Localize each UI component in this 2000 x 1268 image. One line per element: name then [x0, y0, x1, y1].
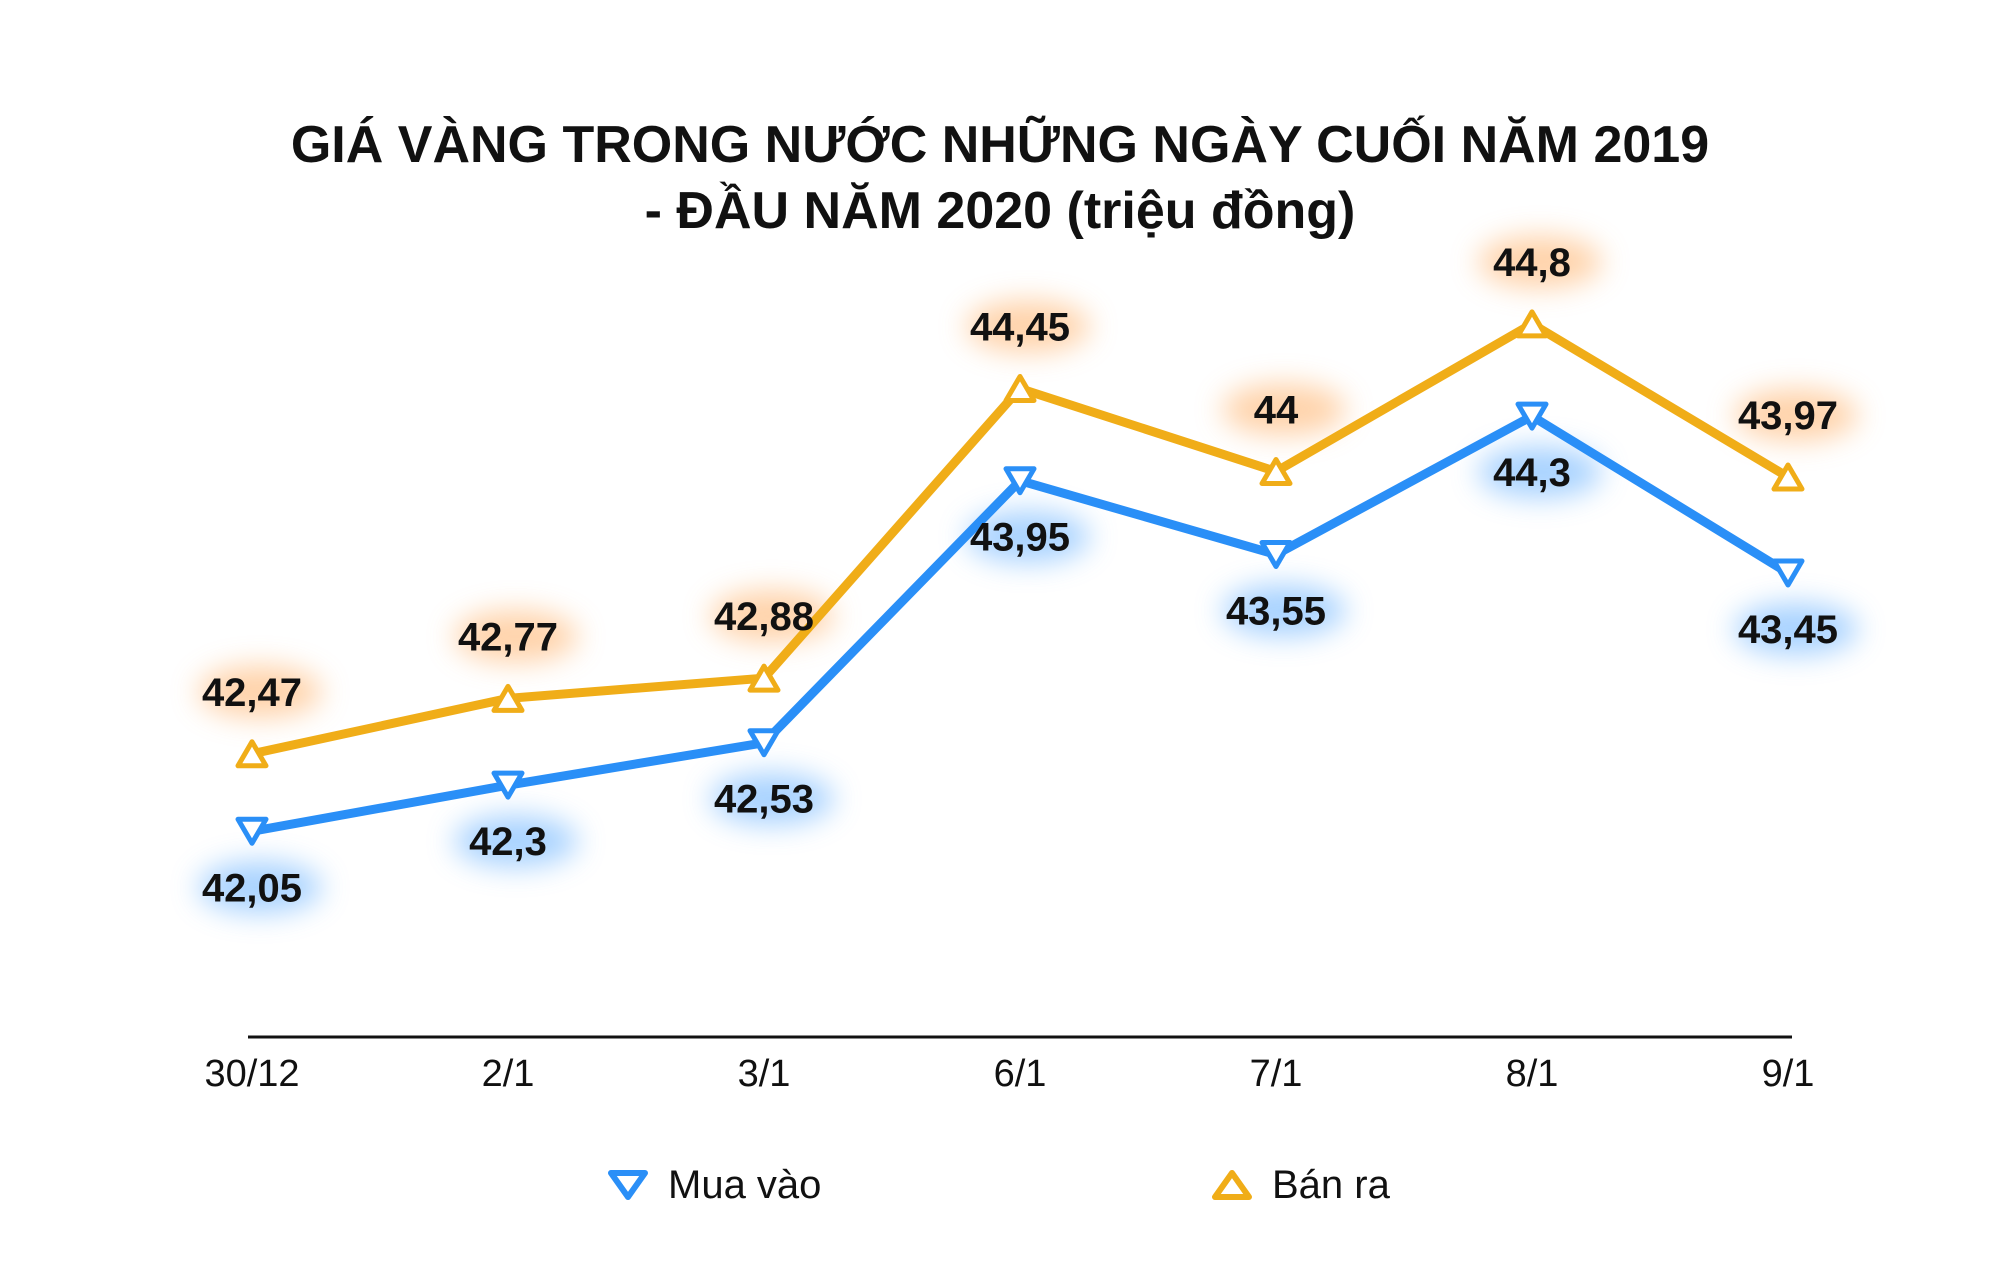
data-point-marker	[1259, 457, 1293, 486]
data-label: 42,05	[202, 866, 302, 910]
x-tick-label: 8/1	[1506, 1053, 1559, 1095]
data-label: 43,97	[1738, 394, 1838, 438]
triangle-down-icon	[608, 1170, 648, 1200]
data-point-marker	[1003, 466, 1037, 496]
legend-item-sell: Bán ra	[1210, 1160, 1390, 1210]
data-point-marker	[1771, 462, 1805, 492]
data-label: 42,47	[202, 671, 302, 715]
data-label: 43,45	[1738, 608, 1838, 652]
data-label: 42,77	[458, 615, 558, 659]
data-label-glow	[710, 772, 834, 825]
x-tick-label: 3/1	[738, 1053, 791, 1095]
x-tick-label: 7/1	[1250, 1053, 1303, 1095]
data-point-marker	[491, 683, 525, 713]
data-label-glow	[1222, 584, 1346, 637]
data-label-glow	[1478, 235, 1602, 288]
triangle-up-icon	[1212, 1170, 1252, 1200]
chart-title-line-2: - ĐẦU NĂM 2020 (triệu đồng)	[644, 182, 1356, 240]
data-point-marker	[747, 728, 781, 758]
chart-title: GIÁ VÀNG TRONG NƯỚC NHỮNG NGÀY CUỐI NĂM …	[0, 112, 2000, 244]
data-label: 42,53	[714, 778, 814, 822]
legend-label-buy: Mua vào	[668, 1162, 822, 1207]
x-tick-label: 9/1	[1762, 1053, 1815, 1095]
chart-title-line-1: GIÁ VÀNG TRONG NƯỚC NHỮNG NGÀY CUỐI NĂM …	[290, 116, 1710, 174]
data-point-marker	[1515, 309, 1549, 339]
data-point-marker	[1259, 540, 1293, 570]
data-label: 42,88	[714, 595, 814, 639]
data-point-marker	[1515, 401, 1549, 431]
data-label-glow	[198, 665, 322, 718]
data-label: 44,8	[1493, 241, 1571, 285]
data-point-marker	[1003, 373, 1037, 403]
legend-label-sell: Bán ra	[1272, 1162, 1390, 1207]
legend-item-buy: Mua vào	[606, 1160, 821, 1210]
data-point-marker	[235, 739, 269, 769]
data-label-glow	[198, 861, 322, 914]
data-point-marker	[1771, 558, 1805, 588]
data-point-marker	[235, 816, 269, 846]
x-tick-label: 6/1	[994, 1053, 1047, 1095]
data-point-marker	[747, 663, 781, 693]
data-label-glow	[454, 610, 578, 663]
data-label: 44	[1254, 389, 1299, 433]
data-label: 43,95	[970, 516, 1070, 560]
data-label-glow	[966, 300, 1090, 353]
data-label-glow	[1478, 446, 1602, 499]
data-label: 44,45	[970, 305, 1070, 349]
data-label-glow	[1734, 602, 1858, 655]
data-label: 43,55	[1226, 590, 1326, 634]
x-tick-label: 30/12	[204, 1053, 299, 1095]
data-label: 44,3	[1493, 451, 1571, 495]
data-label: 42,3	[469, 820, 547, 864]
data-label-glow	[454, 815, 578, 868]
data-label-glow	[1734, 389, 1858, 442]
data-label-glow	[966, 510, 1090, 563]
x-tick-label: 2/1	[482, 1053, 535, 1095]
data-point-marker	[491, 770, 525, 800]
data-label-glow	[1222, 383, 1346, 436]
